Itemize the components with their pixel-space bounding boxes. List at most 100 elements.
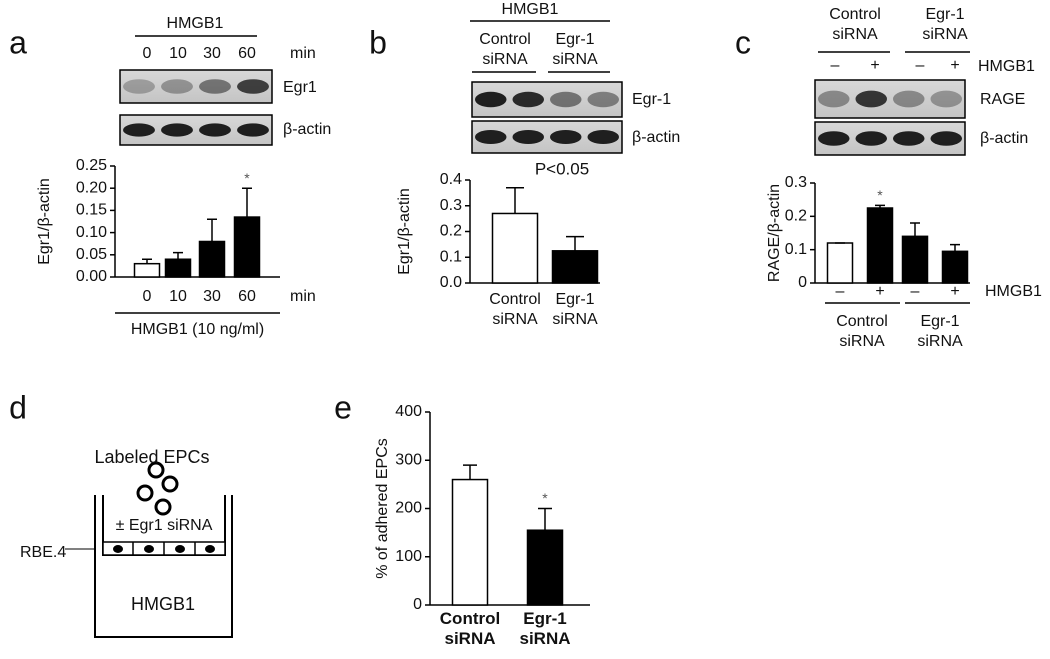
blot-band bbox=[855, 90, 887, 108]
panel-letter: a bbox=[9, 24, 27, 60]
y-tick-label: 0.20 bbox=[76, 179, 107, 196]
lane-label: – bbox=[831, 57, 840, 74]
y-axis-label: % of adhered EPCs bbox=[374, 438, 391, 579]
y-tick-label: 0.15 bbox=[76, 202, 107, 219]
lane-group: Egr-1 siRNA bbox=[552, 31, 598, 68]
blot-band bbox=[930, 131, 962, 146]
y-tick-label: 0.00 bbox=[76, 268, 107, 285]
x-tick-label: Control siRNA bbox=[489, 291, 541, 328]
blot-band bbox=[123, 123, 155, 137]
bar bbox=[526, 529, 564, 606]
x-tick-label: Egr-1 siRNA bbox=[519, 609, 570, 648]
blot-band bbox=[123, 79, 155, 94]
bar bbox=[941, 250, 969, 284]
x-unit: min bbox=[290, 288, 316, 305]
x-tick-label: Control siRNA bbox=[440, 609, 500, 648]
diagram-treatment: ± Egr1 siRNA bbox=[116, 517, 213, 534]
x-tick-label: 60 bbox=[238, 288, 256, 305]
significance: * bbox=[877, 187, 883, 203]
error-bar bbox=[463, 464, 477, 480]
row-label: β-actin bbox=[632, 129, 680, 146]
x-tick-label: Egr-1 siRNA bbox=[552, 291, 598, 328]
error-bar bbox=[950, 243, 960, 252]
y-tick-label: 0.1 bbox=[440, 248, 462, 265]
blot-band bbox=[237, 123, 269, 137]
y-tick-label: 0.10 bbox=[76, 224, 107, 241]
y-tick-label: 300 bbox=[395, 451, 422, 468]
blot-band bbox=[199, 79, 231, 94]
blot-band bbox=[161, 79, 193, 94]
bar bbox=[164, 258, 192, 278]
x-axis-label: HMGB1 (10 ng/ml) bbox=[131, 321, 264, 338]
error-bar bbox=[910, 222, 920, 237]
y-tick-label: 0.2 bbox=[440, 223, 462, 240]
lane-label: 60 bbox=[238, 45, 256, 62]
annotation: P<0.05 bbox=[535, 159, 589, 178]
blot-band bbox=[199, 123, 231, 137]
bar bbox=[826, 242, 854, 284]
group-label: Egr-1 siRNA bbox=[917, 313, 963, 350]
blot-band bbox=[818, 90, 850, 108]
blot-band bbox=[587, 129, 619, 145]
y-tick-label: 0 bbox=[413, 596, 422, 613]
row-label: RAGE bbox=[980, 91, 1025, 108]
lane-label: – bbox=[916, 57, 925, 74]
blot-band bbox=[893, 131, 925, 146]
bar bbox=[901, 235, 929, 284]
y-axis-label: RAGE/β-actin bbox=[766, 184, 783, 282]
y-tick-label: 0.1 bbox=[785, 241, 807, 258]
diagram-cells: RBE.4 bbox=[20, 544, 66, 561]
bar bbox=[198, 240, 226, 278]
y-tick-label: 0.05 bbox=[76, 246, 107, 263]
group-label: Control siRNA bbox=[836, 313, 888, 350]
x-tick-label: 10 bbox=[169, 288, 187, 305]
bar bbox=[491, 212, 539, 284]
x-tick-label: 0 bbox=[143, 288, 152, 305]
row-label: Egr-1 bbox=[632, 91, 671, 108]
error-bar bbox=[875, 204, 885, 208]
significance: * bbox=[244, 170, 250, 186]
y-tick-label: 0 bbox=[798, 274, 807, 291]
lane-group: Control siRNA bbox=[479, 31, 531, 68]
blot-band bbox=[475, 129, 507, 145]
lane-label: 30 bbox=[203, 45, 221, 62]
lane-label: 10 bbox=[169, 45, 187, 62]
error-bar bbox=[242, 187, 252, 218]
error-bar bbox=[142, 258, 152, 264]
blot-band bbox=[930, 90, 962, 108]
panel-letter: c bbox=[735, 24, 751, 60]
blot-band bbox=[237, 79, 269, 94]
series-label: HMGB1 bbox=[985, 283, 1042, 300]
error-bar bbox=[538, 507, 552, 531]
lane-group: Control siRNA bbox=[829, 6, 881, 43]
blot-rage bbox=[814, 79, 966, 119]
bar bbox=[866, 207, 894, 284]
error-bar bbox=[506, 186, 524, 214]
y-tick-label: 100 bbox=[395, 548, 422, 565]
lane-label: 0 bbox=[143, 45, 152, 62]
diagram-stimulus: HMGB1 bbox=[131, 594, 195, 614]
error-bar bbox=[207, 218, 217, 242]
significance: * bbox=[542, 490, 548, 506]
blot-band bbox=[550, 129, 582, 145]
blot-band bbox=[512, 91, 544, 108]
blot-band bbox=[475, 91, 507, 108]
y-axis-label: Egr1/β-actin bbox=[396, 188, 413, 275]
diagram-title: Labeled EPCs bbox=[94, 447, 209, 467]
y-axis-label: Egr1/β-actin bbox=[36, 178, 53, 265]
y-tick-label: 0.25 bbox=[76, 157, 107, 174]
blot-band bbox=[818, 131, 850, 146]
blot-band bbox=[893, 90, 925, 108]
x-tick-label: + bbox=[950, 283, 959, 300]
panel-letter: d bbox=[9, 389, 27, 425]
well-diagram bbox=[65, 461, 233, 638]
bar bbox=[451, 478, 489, 606]
bar bbox=[133, 262, 161, 278]
y-tick-label: 200 bbox=[395, 500, 422, 517]
blot-group: HMGB1 bbox=[502, 1, 559, 18]
blot-band bbox=[587, 91, 619, 108]
blot-band bbox=[161, 123, 193, 137]
row-label: β-actin bbox=[980, 130, 1028, 147]
y-tick-label: 0.0 bbox=[440, 274, 462, 291]
lane-group: Egr-1 siRNA bbox=[922, 6, 968, 43]
